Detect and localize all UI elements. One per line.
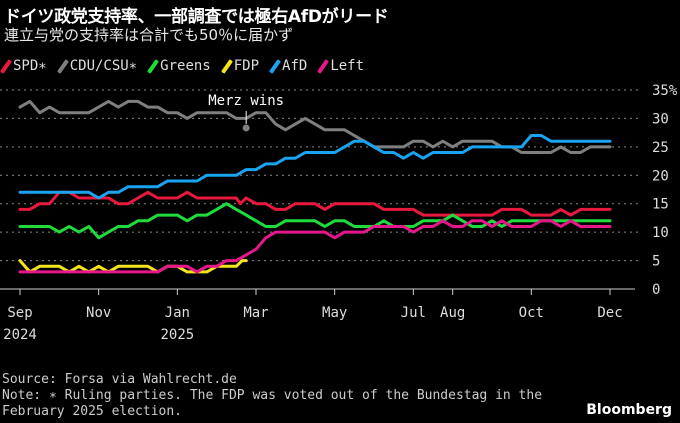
legend-label: SPD∗ (13, 58, 47, 74)
x-tick-label: Sep (7, 305, 32, 321)
footnote-line-1: Note: ∗ Ruling parties. The FDP was vote… (2, 388, 543, 403)
legend-label: CDU/CSU∗ (69, 58, 138, 74)
series-line-afd (18, 134, 612, 200)
legend-item: Greens (147, 58, 211, 74)
y-tick-label: 15 (652, 197, 669, 213)
y-tick-label: 20 (652, 168, 669, 184)
y-tick-label: 25 (652, 140, 669, 156)
x-tick-year-label: 2024 (3, 327, 37, 343)
y-tick-label: 0 (652, 282, 660, 298)
legend-item: Left (317, 58, 365, 74)
x-tick-label: Oct (519, 305, 544, 321)
series-line-left (18, 219, 612, 274)
series-line-spd (18, 190, 612, 217)
legend-item: AfD (269, 58, 308, 74)
x-tick-label: May (322, 305, 347, 321)
y-tick-label: 10 (652, 225, 669, 241)
x-tick-label: Dec (597, 305, 622, 321)
annotation-merz-wins: Merz wins (208, 93, 284, 109)
y-tick-label: 30 (652, 111, 669, 127)
legend-label: FDP (233, 58, 260, 74)
series-line-greens (18, 202, 612, 240)
chart-title: ドイツ政党支持率、一部調査では極右AfDがリード (4, 7, 389, 27)
chart-subtitle: 連立与党の支持率は合計でも50％に届かず (4, 26, 294, 44)
bloomberg-logo: Bloomberg (586, 402, 672, 418)
footer: Source: Forsa via Wahlrecht.de Note: ∗ R… (2, 372, 542, 420)
legend-item: SPD∗ (0, 58, 47, 74)
annotation-marker (242, 124, 250, 132)
legend: SPD∗ CDU/CSU∗ Greens FDP AfD Left (0, 58, 365, 74)
legend-label: Greens (160, 58, 211, 74)
x-tick-label: Nov (86, 305, 111, 321)
x-tick-label: Mar (243, 305, 268, 321)
footnote-line-2: February 2025 election. (2, 404, 183, 419)
y-tick-label: 5 (652, 254, 660, 270)
y-tick-label: 35% (652, 83, 678, 99)
x-tick-label: Aug (440, 305, 465, 321)
legend-label: Left (330, 58, 365, 74)
x-tick-year-label: 2025 (160, 327, 194, 343)
legend-label: AfD (282, 58, 308, 74)
source-note: Source: Forsa via Wahlrecht.de (2, 372, 237, 387)
x-tick-label: Jan (165, 305, 190, 321)
legend-item: CDU/CSU∗ (56, 58, 138, 74)
x-tick-label: Jul (401, 305, 426, 321)
legend-item: FDP (220, 58, 260, 74)
